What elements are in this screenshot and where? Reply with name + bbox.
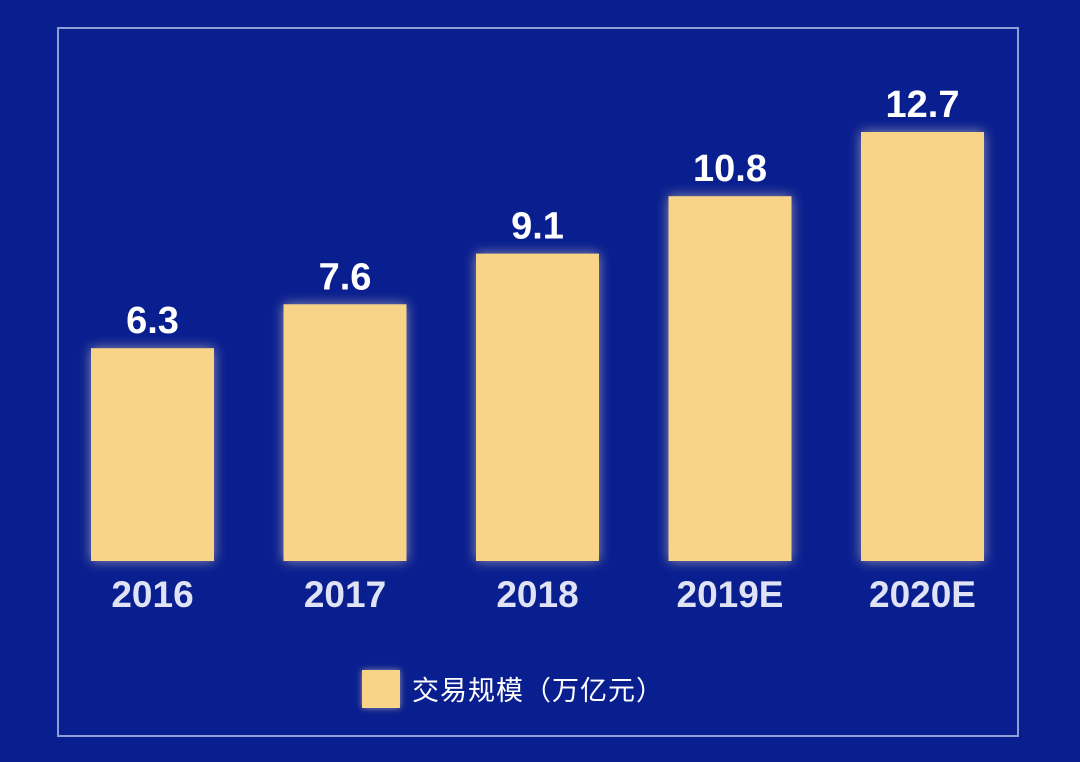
category-label-2016: 2016 <box>111 574 193 615</box>
category-label-2018: 2018 <box>496 574 578 615</box>
data-label-2016: 6.3 <box>126 300 179 342</box>
legend: 交易规模（万亿元） <box>362 669 664 708</box>
data-label-2020E: 12.7 <box>886 84 960 126</box>
legend-label: 交易规模（万亿元） <box>412 676 664 707</box>
data-label-2018: 9.1 <box>511 206 564 248</box>
chart-frame <box>57 27 1019 737</box>
bar-2019E <box>668 196 792 562</box>
category-label-2019E: 2019E <box>677 574 784 615</box>
category-label-2017: 2017 <box>304 574 386 615</box>
bar-2016 <box>91 348 214 561</box>
bar-2018 <box>476 253 599 561</box>
data-label-2019E: 10.8 <box>693 148 767 190</box>
legend-swatch <box>362 669 400 708</box>
category-label-2020E: 2020E <box>869 574 976 615</box>
bar-2020E <box>861 132 984 561</box>
bar-2017 <box>283 304 407 561</box>
data-label-2017: 7.6 <box>319 256 372 298</box>
